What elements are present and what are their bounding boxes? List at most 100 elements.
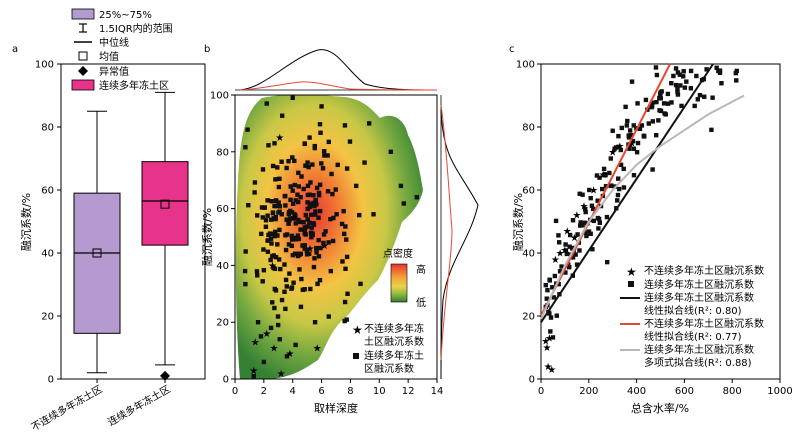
scatter-point-discontinuous: ★	[544, 362, 553, 373]
scatter-point-continuous	[307, 135, 312, 140]
scatter-point-continuous	[639, 123, 645, 128]
scatter-point-continuous	[650, 167, 655, 172]
scatter-point-continuous	[272, 141, 277, 146]
scatter-point-continuous	[321, 240, 326, 246]
scatter-point-continuous	[272, 305, 277, 311]
scatter-point-continuous	[679, 103, 684, 109]
scatter-point-continuous	[582, 230, 588, 235]
scatter-point-continuous	[590, 206, 596, 212]
scatter-point-continuous	[556, 233, 561, 238]
scatter-point-continuous	[654, 72, 660, 78]
scatter-point-continuous	[302, 225, 308, 230]
panel-c-letter: c	[509, 44, 515, 55]
scatter-point-continuous	[663, 112, 668, 117]
scatter-point-continuous	[309, 212, 314, 218]
scatter-point-continuous	[704, 67, 709, 72]
scatter-point-continuous	[580, 192, 585, 197]
scatter-point-continuous	[334, 212, 339, 217]
scatter-point-discontinuous: ★	[542, 343, 551, 354]
scatter-point-continuous	[319, 104, 324, 109]
scatter-point-discontinuous: ★	[627, 138, 636, 149]
scatter-point-continuous	[702, 94, 707, 99]
scatter-point-continuous	[543, 282, 548, 288]
scatter-point-continuous	[682, 85, 688, 90]
scatter-point-continuous	[313, 199, 318, 204]
x-category-label: 不连续多年冻土区	[29, 382, 105, 432]
scatter-point-continuous	[243, 249, 248, 254]
scatter-point-continuous	[277, 176, 282, 181]
scatter-point-continuous	[296, 184, 301, 189]
scatter-point-continuous	[261, 268, 267, 273]
y-tick-label: 0	[529, 375, 535, 386]
panel-b-points: ★★ ★★★★★★★ ★★★	[242, 95, 419, 380]
legend-a-label-5: 异常值	[99, 65, 129, 78]
box-iqr	[73, 192, 121, 334]
scatter-point-continuous	[321, 149, 327, 154]
scatter-point-continuous	[650, 119, 656, 124]
scatter-point-continuous	[553, 218, 559, 224]
panel-a-letter: a	[12, 44, 18, 55]
scatter-point-continuous	[673, 82, 679, 88]
scatter-point-continuous	[265, 213, 270, 218]
scatter-point-continuous	[343, 266, 348, 272]
scatter-point-continuous	[309, 201, 314, 206]
scatter-point-continuous	[320, 166, 326, 171]
scatter-point-continuous	[260, 167, 266, 172]
scatter-point-continuous	[252, 190, 257, 195]
panel-b-y-ticks: 0 20 40 60 80 100	[210, 91, 235, 386]
scatter-point-continuous	[321, 232, 327, 237]
y-tick-label: 0	[223, 375, 229, 386]
scatter-point-continuous	[311, 264, 317, 270]
scatter-point-continuous	[564, 251, 570, 257]
fit-line-discontinuous-linear	[540, 63, 671, 317]
scatter-point-continuous	[556, 281, 561, 287]
scatter-point-continuous	[675, 92, 681, 97]
scatter-point-continuous	[271, 216, 276, 221]
scatter-point-continuous	[583, 207, 588, 212]
scatter-point-continuous	[596, 216, 602, 222]
scatter-point-continuous	[322, 153, 327, 158]
scatter-point-continuous	[637, 126, 643, 132]
scatter-point-continuous	[279, 212, 284, 217]
scatter-point-continuous	[310, 162, 315, 167]
scatter-point-continuous	[276, 184, 282, 190]
scatter-point-continuous	[570, 255, 576, 260]
scatter-point-continuous	[297, 267, 302, 272]
scatter-point-continuous	[284, 165, 289, 171]
scatter-point-continuous	[277, 337, 282, 342]
panel-b-x-axis-label: 取样深度	[314, 401, 358, 415]
scatter-point-continuous	[255, 273, 260, 278]
density-colorbar: 点密度 高 低	[383, 247, 426, 309]
scatter-point-continuous	[628, 132, 634, 138]
panel-b-legend: ★ 不连续多年冻 土区融沉系数 连续多年冻土 区融沉系数	[352, 322, 424, 375]
scatter-point-continuous	[734, 78, 739, 83]
scatter-point-continuous	[317, 122, 323, 127]
scatter-point-continuous	[625, 118, 630, 124]
x-category-label: 连续多年冻土区	[105, 382, 172, 428]
scatter-point-continuous	[270, 300, 275, 305]
scatter-point-continuous	[603, 184, 609, 189]
scatter-point-continuous	[578, 220, 583, 225]
scatter-point-continuous	[277, 204, 283, 209]
scatter-point-continuous	[697, 92, 703, 98]
scatter-point-continuous	[269, 199, 274, 204]
scatter-point-continuous	[307, 192, 312, 197]
x-tick-label: 10	[373, 386, 386, 397]
scatter-point-continuous	[550, 335, 556, 340]
scatter-point-continuous	[303, 212, 309, 218]
scatter-point-continuous	[695, 97, 700, 102]
scatter-point-continuous	[268, 236, 274, 241]
scatter-point-continuous	[287, 216, 293, 221]
scatter-point-continuous	[675, 70, 681, 75]
scatter-point-continuous	[260, 279, 265, 284]
scatter-point-continuous	[307, 220, 312, 225]
scatter-point-continuous	[586, 229, 592, 234]
scatter-point-continuous	[325, 153, 330, 158]
scatter-point-continuous	[295, 192, 300, 197]
scatter-point-continuous	[312, 203, 317, 209]
panel-c-x-ticks: 0 200 400 600 800 1000	[538, 379, 793, 397]
x-tick-label: 600	[675, 386, 694, 397]
scatter-point-continuous	[284, 217, 289, 222]
mean-square-icon	[78, 51, 88, 61]
scatter-point-continuous	[618, 147, 624, 153]
